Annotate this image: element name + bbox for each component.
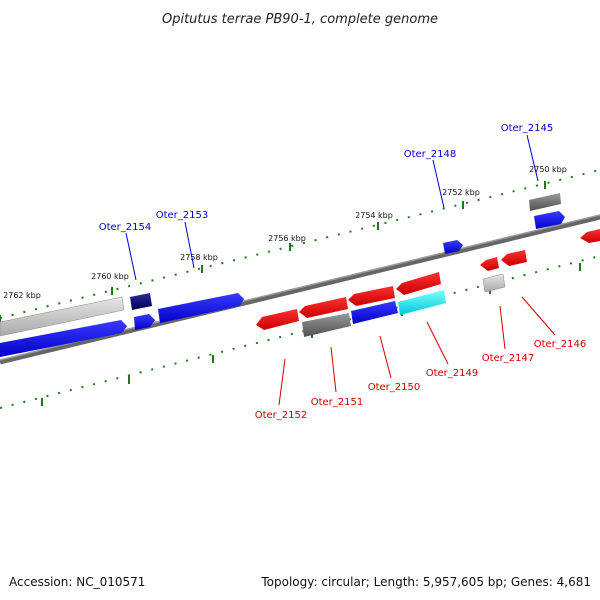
tick-label: 2762 kbp — [3, 291, 41, 300]
gene-label-oter-2154[interactable]: Oter_2154 — [99, 222, 152, 233]
gene-label-oter-2151[interactable]: Oter_2151 — [311, 397, 364, 408]
tick-label: 2756 kbp — [268, 234, 306, 243]
gene-shape[interactable] — [529, 193, 561, 211]
gene-label-oter-2147[interactable]: Oter_2147 — [482, 353, 535, 364]
reverse-genes-lower — [302, 273, 506, 337]
tick-label: 2758 kbp — [180, 253, 218, 262]
gene-shape[interactable] — [299, 297, 348, 318]
gene-shape[interactable] — [398, 290, 446, 315]
reverse-leader-lines — [278, 296, 556, 406]
gene-label-oter-2150[interactable]: Oter_2150 — [368, 382, 421, 393]
gene-label-oter-2145[interactable]: Oter_2145 — [501, 123, 554, 134]
gene-shape[interactable] — [348, 286, 395, 306]
genome-summary-text: Topology: circular; Length: 5,957,605 bp… — [260, 575, 591, 589]
gene-shape[interactable] — [351, 301, 398, 324]
gene-shape[interactable] — [534, 211, 565, 229]
gene-shape[interactable] — [158, 293, 244, 323]
gene-label-oter-2148[interactable]: Oter_2148 — [404, 149, 457, 160]
tick-label: 2752 kbp — [442, 188, 480, 197]
gene-shape[interactable] — [134, 314, 155, 330]
outer-tick-track — [0, 169, 600, 319]
gene-shape[interactable] — [256, 309, 299, 330]
forward-genes-lower — [0, 211, 565, 357]
gene-shape[interactable] — [0, 296, 125, 337]
reverse-genes — [256, 229, 600, 330]
gene-shape[interactable] — [443, 240, 463, 254]
gene-label-oter-2153[interactable]: Oter_2153 — [156, 210, 209, 221]
genome-backbone — [0, 214, 600, 365]
tick-label: 2750 kbp — [529, 165, 567, 174]
gene-label-oter-2152[interactable]: Oter_2152 — [255, 410, 308, 421]
tick-label: 2760 kbp — [91, 272, 129, 281]
gene-shape[interactable] — [480, 257, 499, 271]
gene-shape[interactable] — [580, 229, 600, 243]
forward-genes — [0, 193, 561, 337]
forward-leader-lines — [125, 134, 539, 281]
gene-shape[interactable] — [501, 250, 527, 266]
outer-major-ticks — [0, 181, 546, 322]
gene-shape[interactable] — [130, 293, 152, 310]
gene-shape[interactable] — [0, 320, 127, 357]
gene-label-oter-2149[interactable]: Oter_2149 — [426, 368, 479, 379]
map-title: Opitutus terrae PB90-1, complete genome — [162, 12, 438, 27]
gene-shape[interactable] — [302, 313, 351, 337]
accession-text: Accession: NC_010571 — [9, 575, 145, 589]
tick-label: 2754 kbp — [355, 211, 393, 220]
gene-shape[interactable] — [482, 273, 506, 293]
gene-shape[interactable] — [396, 272, 441, 295]
gene-label-oter-2146[interactable]: Oter_2146 — [534, 339, 587, 350]
